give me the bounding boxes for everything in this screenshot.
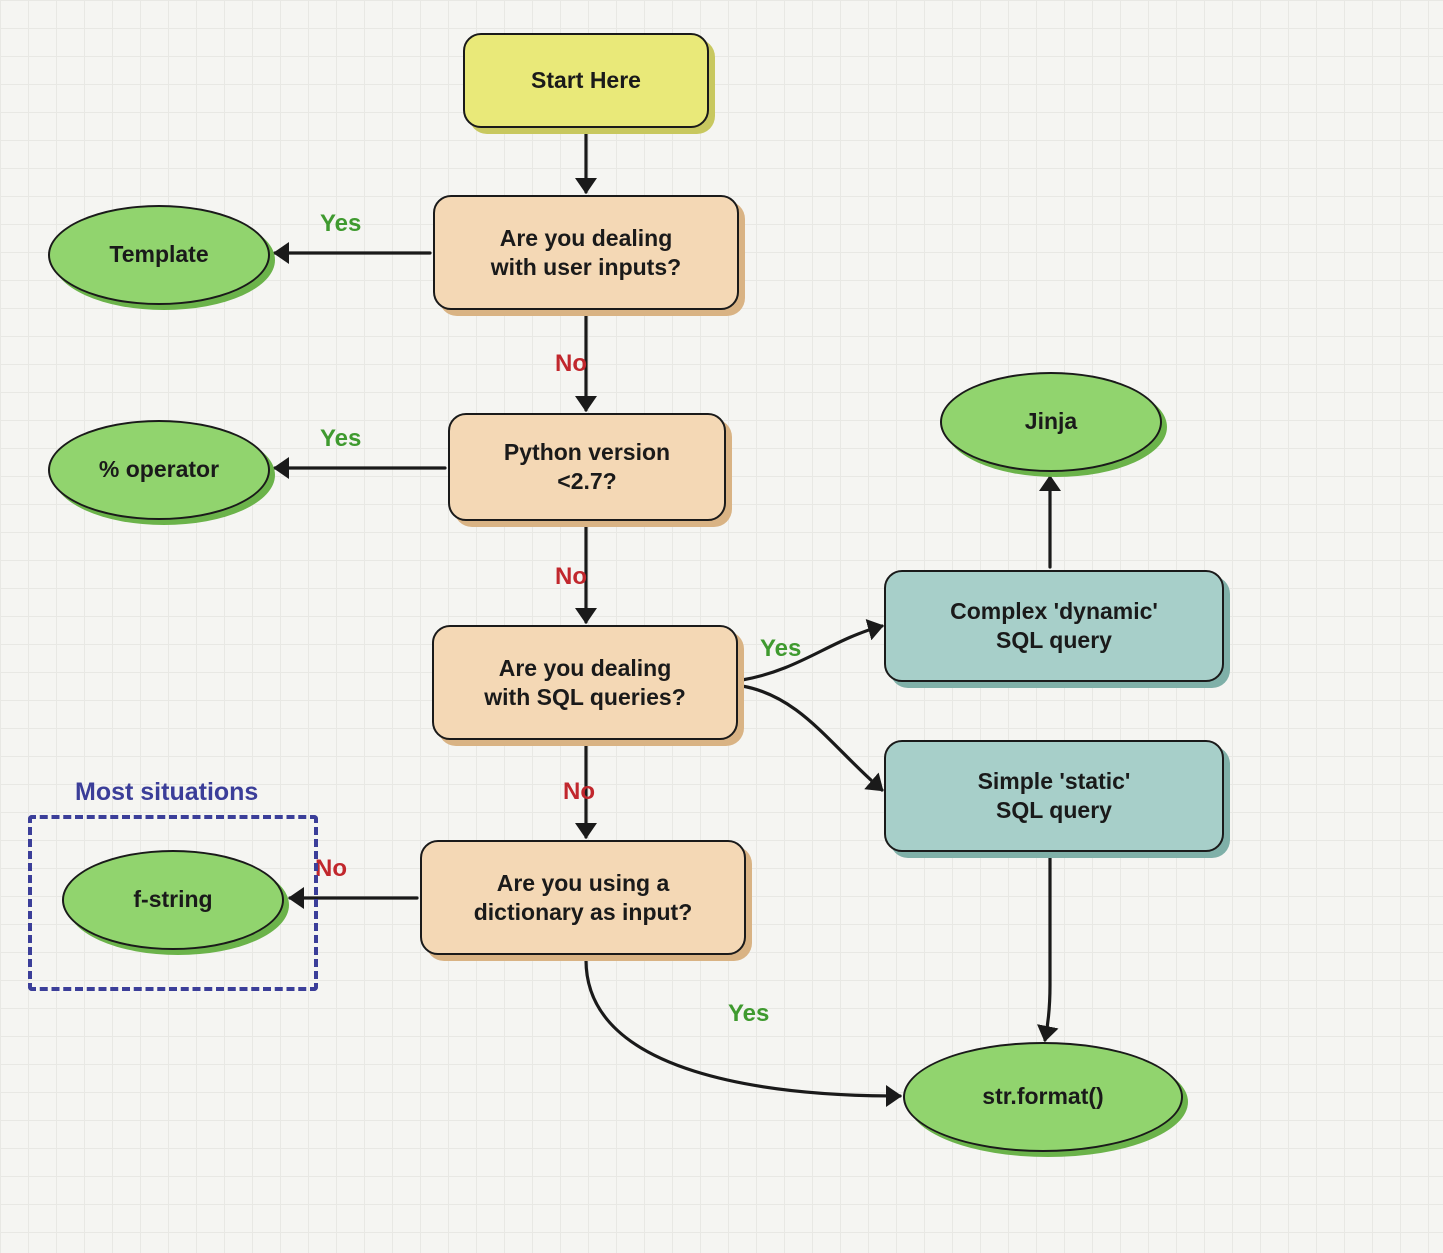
dashed-highlight-box [28, 815, 318, 991]
node-label: Are you using adictionary as input? [474, 869, 693, 927]
node-label: Jinja [1025, 408, 1077, 436]
edge-e_q4_fmt [586, 960, 900, 1096]
edge-label-no: No [555, 350, 587, 378]
node-label: Template [109, 241, 208, 269]
node-label: Simple 'static'SQL query [978, 767, 1131, 825]
node-terminal-template: Template [48, 205, 270, 305]
node-question-sql: Are you dealingwith SQL queries? [432, 625, 738, 740]
node-label: Python version<2.7? [504, 438, 670, 496]
node-label: str.format() [982, 1083, 1103, 1111]
node-sql-static: Simple 'static'SQL query [884, 740, 1224, 852]
edge-label-yes: Yes [320, 210, 361, 238]
node-label: Complex 'dynamic'SQL query [950, 597, 1158, 655]
node-question-python-27: Python version<2.7? [448, 413, 726, 521]
edge-label-yes: Yes [320, 425, 361, 453]
edge-label-yes: Yes [760, 635, 801, 663]
node-question-dict: Are you using adictionary as input? [420, 840, 746, 955]
node-start: Start Here [463, 33, 709, 128]
edge-label-no: No [563, 778, 595, 806]
node-terminal-percent-operator: % operator [48, 420, 270, 520]
node-question-user-inputs: Are you dealingwith user inputs? [433, 195, 739, 310]
dashed-highlight-title: Most situations [75, 778, 258, 807]
node-terminal-jinja: Jinja [940, 372, 1162, 472]
edge-e_stat_fmt [1045, 857, 1050, 1040]
edge-label-yes: Yes [728, 1000, 769, 1028]
edge-e_q3_stat [742, 686, 882, 790]
node-label: % operator [99, 456, 219, 484]
node-terminal-strformat: str.format() [903, 1042, 1183, 1152]
flowchart-stage: Start Here Are you dealingwith user inpu… [0, 0, 1443, 1253]
node-label: Start Here [531, 66, 641, 95]
edge-label-no: No [555, 563, 587, 591]
node-label: Are you dealingwith SQL queries? [484, 654, 686, 712]
edge-label-no: No [315, 855, 347, 883]
node-sql-dynamic: Complex 'dynamic'SQL query [884, 570, 1224, 682]
node-label: Are you dealingwith user inputs? [491, 224, 681, 282]
